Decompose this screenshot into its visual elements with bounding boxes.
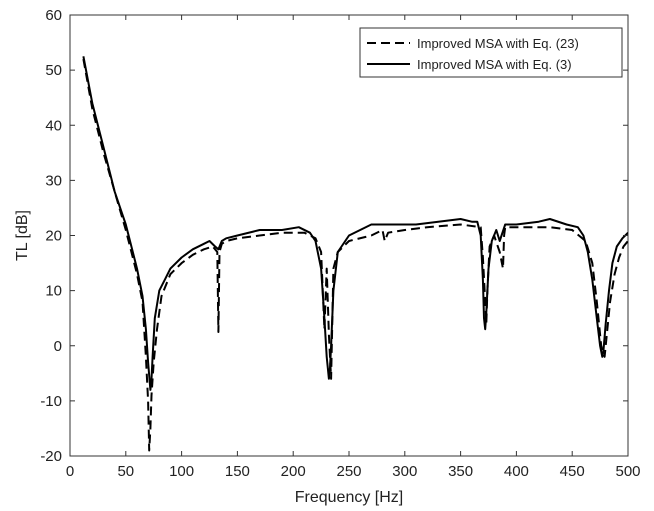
x-tick-label: 300 xyxy=(392,463,417,480)
x-tick-label: 500 xyxy=(615,463,640,480)
x-axis-label: Frequency [Hz] xyxy=(295,489,403,506)
legend-entry-eq23: Improved MSA with Eq. (23) xyxy=(417,36,579,51)
y-tick-label: 40 xyxy=(45,117,62,134)
legend-box xyxy=(359,27,623,78)
legend-entry-eq3: Improved MSA with Eq. (3) xyxy=(417,57,572,72)
x-tick-label: 450 xyxy=(560,463,585,480)
y-tick-label: -20 xyxy=(40,448,62,465)
y-tick-label: 60 xyxy=(45,7,62,24)
legend: Improved MSA with Eq. (23) Improved MSA … xyxy=(359,27,623,78)
x-tick-label: 250 xyxy=(336,463,361,480)
y-tick-label: 20 xyxy=(45,228,62,245)
x-tick-label: 200 xyxy=(281,463,306,480)
y-tick-label: 30 xyxy=(45,172,62,189)
y-tick-label: -10 xyxy=(40,393,62,410)
x-tick-label: 50 xyxy=(117,463,134,480)
x-tick-label: 350 xyxy=(448,463,473,480)
axis-ticks: 0 50 100 150 200 250 300 350 400 450 500 -20 -10 0 10 2… xyxy=(40,7,640,480)
x-tick-label: 100 xyxy=(169,463,194,480)
y-tick-label: 10 xyxy=(45,283,62,300)
series-line-eq3 xyxy=(82,56,628,391)
y-tick-label: 50 xyxy=(45,62,62,79)
y-axis-label: TL [dB] xyxy=(14,210,31,261)
series-group xyxy=(82,56,628,452)
y-tick-label: 0 xyxy=(54,338,62,355)
x-tick-label: 150 xyxy=(225,463,250,480)
x-tick-label: 400 xyxy=(504,463,529,480)
x-tick-label: 0 xyxy=(66,463,74,480)
